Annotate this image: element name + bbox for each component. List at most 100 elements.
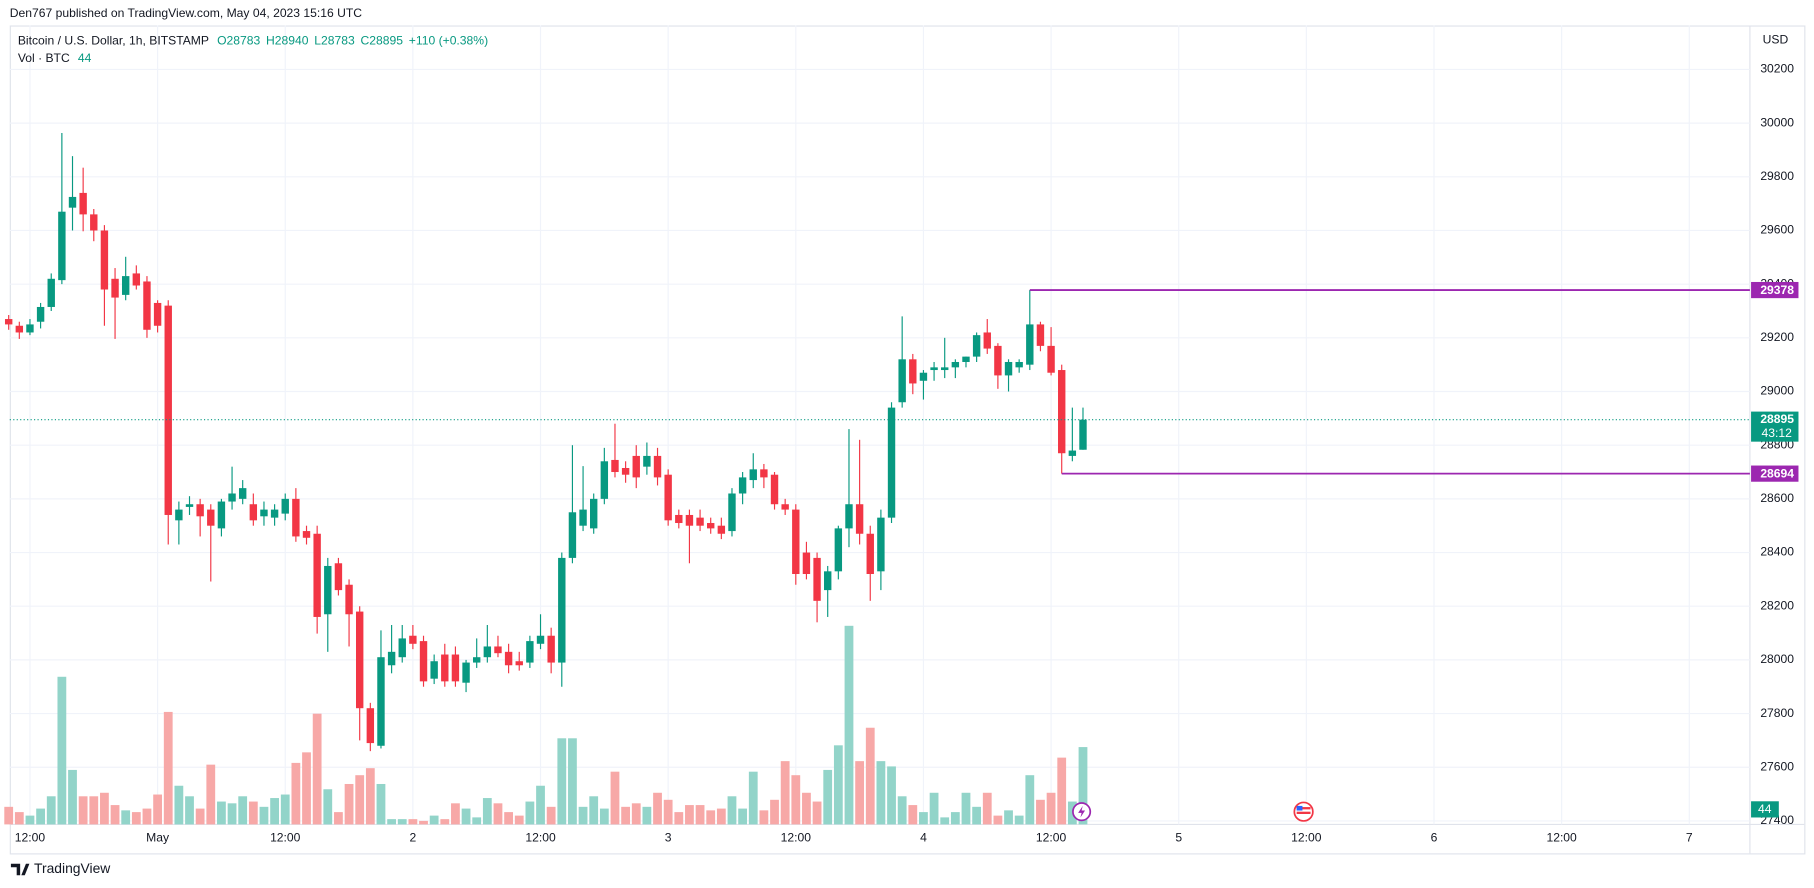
volume-bar [14,812,24,825]
volume-bar [748,771,758,825]
volume-bar [642,806,652,825]
economic-event-icon[interactable] [1293,801,1314,822]
volume-bar [504,812,514,825]
level-label-box [1751,465,1799,482]
candle-body [36,306,45,322]
candle-body [4,319,13,325]
volume-bar [25,815,35,825]
logo[interactable]: TradingView [10,860,111,876]
c-label: C [361,34,370,48]
candle-body [972,335,981,357]
volume-bar [131,812,141,825]
candle-body [398,638,406,658]
volume-bar [46,796,56,825]
volume-bar [546,806,556,825]
candle-body [760,469,768,478]
grid [9,25,1750,825]
candle-body [1015,361,1023,368]
candle-body [249,504,258,521]
volume-bar [589,796,599,825]
candle-body [377,657,385,746]
logo-text[interactable]: TradingView [34,860,111,876]
volume-bar [812,801,822,825]
volume-bar [206,764,216,825]
candle-body [515,661,523,666]
volume-bar [1046,792,1056,825]
candle-body [185,504,194,507]
last-price-label: 28895 [1760,412,1794,426]
x-tick-label: 3 [665,830,672,844]
candle-body [217,501,226,529]
candle-body [387,651,396,666]
candle-body [26,324,34,333]
volume-bar [419,820,428,825]
candle-body [430,661,438,679]
x-tick-label: 12:00 [270,830,301,844]
x-tick-label: 12:00 [1291,830,1322,844]
volume-bar [291,762,301,825]
volume-bar [429,815,439,825]
volume-bar [685,805,694,825]
volume-bar [195,808,205,825]
volume-bar [833,745,843,825]
x-tick-label: 6 [1431,830,1438,844]
x-tick-label: May [146,830,170,844]
volume-bar [1025,775,1035,825]
volume-bar [248,801,258,825]
o-value: 28783 [227,34,261,48]
candle-body [770,474,779,505]
volume-bar [759,810,769,825]
y-tick-label: 27600 [1760,759,1794,773]
volume-bar [227,803,237,825]
candle-body [79,192,87,215]
volume-bar [1057,757,1067,825]
l-value: 28783 [321,34,355,48]
volume-bar [982,792,992,825]
candle-body [824,571,832,591]
candle-body [483,646,492,658]
candle-body [813,557,821,601]
volume-bar [706,810,716,825]
x-tick-label: 12:00 [15,830,46,844]
flag-canton [1296,805,1303,811]
candle-body [845,504,853,529]
candle-body [983,332,991,349]
candle-body [675,514,683,524]
candle-body [207,509,215,526]
candle-body [409,635,417,644]
candle-body [611,459,619,473]
candle-body [494,646,502,654]
volume-value: 44 [78,51,92,65]
candle-body [802,552,811,575]
volume-bar [397,819,407,825]
candle-body [526,641,534,663]
volume-bar [280,794,290,825]
volume-bar [387,819,396,825]
volume-bar [823,769,833,825]
candle-body [121,276,130,295]
volume-bar [578,806,588,825]
volume-bar [1036,799,1045,825]
y-tick-label: 28400 [1760,545,1794,559]
last-price-box [1751,411,1799,442]
volume-bar [716,808,726,825]
candle-body [738,477,747,494]
volume-bar [365,768,375,825]
volume-bar [355,775,365,825]
volume-bar [376,783,386,825]
volume-bar [674,812,684,825]
volume-bar [472,817,482,825]
h-value: 28940 [275,34,309,48]
volume-bar [536,785,545,825]
event-icon[interactable] [1072,802,1092,822]
candle-body [1026,324,1034,365]
change: +110 (+0.38%) [409,34,488,48]
volume-bar [780,761,790,825]
logo-mark[interactable] [10,863,30,876]
volume-bar [972,806,982,825]
volume-bar [738,808,748,825]
candle-body [175,509,183,521]
